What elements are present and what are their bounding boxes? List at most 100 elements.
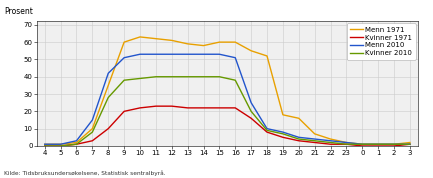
Line: Menn 1971: Menn 1971 [45,37,410,144]
Menn 1971 [344,142,349,144]
Menn 2010 [169,53,174,55]
Legend: Menn 1971, Kvinner 1971, Menn 2010, Kvinner 2010: Menn 1971, Kvinner 1971, Menn 2010, Kvin… [346,23,416,60]
Kvinner 1971 [42,145,47,147]
Kvinner 2010 [233,79,238,81]
Kvinner 1971 [153,105,158,107]
Menn 1971 [169,39,174,41]
Menn 2010 [407,143,413,145]
Kvinner 2010 [201,76,206,78]
Kvinner 1971 [312,142,317,144]
Kvinner 1971 [391,145,397,147]
Kvinner 2010 [217,76,222,78]
Menn 2010 [233,57,238,59]
Menn 2010 [344,142,349,144]
Kvinner 1971 [185,107,190,109]
Kvinner 1971 [74,143,79,145]
Menn 1971 [74,142,79,144]
Kvinner 2010 [185,76,190,78]
Kvinner 2010 [169,76,174,78]
Menn 2010 [296,136,301,138]
Kvinner 1971 [58,145,63,147]
Kvinner 1971 [265,131,270,133]
Menn 1971 [391,143,397,145]
Kvinner 2010 [137,77,142,80]
Kvinner 1971 [375,145,381,147]
Menn 1971 [328,138,333,140]
Kvinner 1971 [90,140,95,142]
Kvinner 2010 [265,129,270,131]
Kvinner 1971 [169,105,174,107]
Kvinner 2010 [312,140,317,142]
Menn 2010 [217,53,222,55]
Menn 1971 [265,55,270,57]
Menn 1971 [153,38,158,40]
Line: Kvinner 2010: Kvinner 2010 [45,77,410,146]
Menn 2010 [312,138,317,140]
Menn 2010 [106,72,111,74]
Menn 1971 [201,44,206,47]
Kvinner 2010 [407,143,413,145]
Menn 1971 [375,143,381,145]
Kvinner 1971 [106,128,111,130]
Text: Prosent: Prosent [4,7,33,16]
Menn 2010 [42,143,47,145]
Menn 2010 [90,119,95,121]
Kvinner 2010 [344,143,349,145]
Menn 1971 [407,142,413,144]
Kvinner 2010 [328,142,333,144]
Menn 2010 [360,143,365,145]
Menn 1971 [233,41,238,43]
Kvinner 2010 [296,138,301,140]
Kvinner 1971 [249,117,254,119]
Menn 1971 [249,50,254,52]
Kvinner 2010 [122,79,127,81]
Menn 1971 [280,114,285,116]
Kvinner 1971 [122,110,127,112]
Menn 1971 [217,41,222,43]
Kvinner 2010 [391,143,397,145]
Kvinner 1971 [280,136,285,138]
Kvinner 2010 [153,76,158,78]
Kvinner 1971 [201,107,206,109]
Kvinner 1971 [360,145,365,147]
Kvinner 2010 [375,143,381,145]
Menn 1971 [106,84,111,87]
Menn 2010 [153,53,158,55]
Kvinner 1971 [233,107,238,109]
Kvinner 2010 [106,96,111,99]
Menn 2010 [391,143,397,145]
Kvinner 1971 [328,143,333,145]
Menn 2010 [328,140,333,142]
Menn 2010 [265,128,270,130]
Menn 2010 [185,53,190,55]
Menn 1971 [296,117,301,119]
Menn 2010 [280,131,285,133]
Line: Kvinner 1971: Kvinner 1971 [45,106,410,146]
Menn 1971 [42,143,47,145]
Kvinner 1971 [296,140,301,142]
Text: Kilde: Tidsbruksundersøkelsene, Statistisk sentralbyrå.: Kilde: Tidsbruksundersøkelsene, Statisti… [4,171,166,176]
Menn 2010 [249,102,254,104]
Kvinner 1971 [407,143,413,145]
Menn 1971 [312,133,317,135]
Menn 1971 [122,41,127,43]
Menn 2010 [137,53,142,55]
Kvinner 2010 [360,143,365,145]
Menn 1971 [185,43,190,45]
Menn 1971 [360,143,365,145]
Kvinner 2010 [74,143,79,145]
Line: Menn 2010: Menn 2010 [45,54,410,144]
Kvinner 1971 [137,107,142,109]
Kvinner 2010 [249,110,254,112]
Kvinner 2010 [42,145,47,147]
Kvinner 2010 [90,131,95,133]
Menn 1971 [90,128,95,130]
Menn 2010 [74,140,79,142]
Kvinner 1971 [217,107,222,109]
Menn 1971 [58,143,63,145]
Kvinner 2010 [280,133,285,135]
Menn 2010 [375,143,381,145]
Kvinner 1971 [344,143,349,145]
Menn 1971 [137,36,142,38]
Menn 2010 [201,53,206,55]
